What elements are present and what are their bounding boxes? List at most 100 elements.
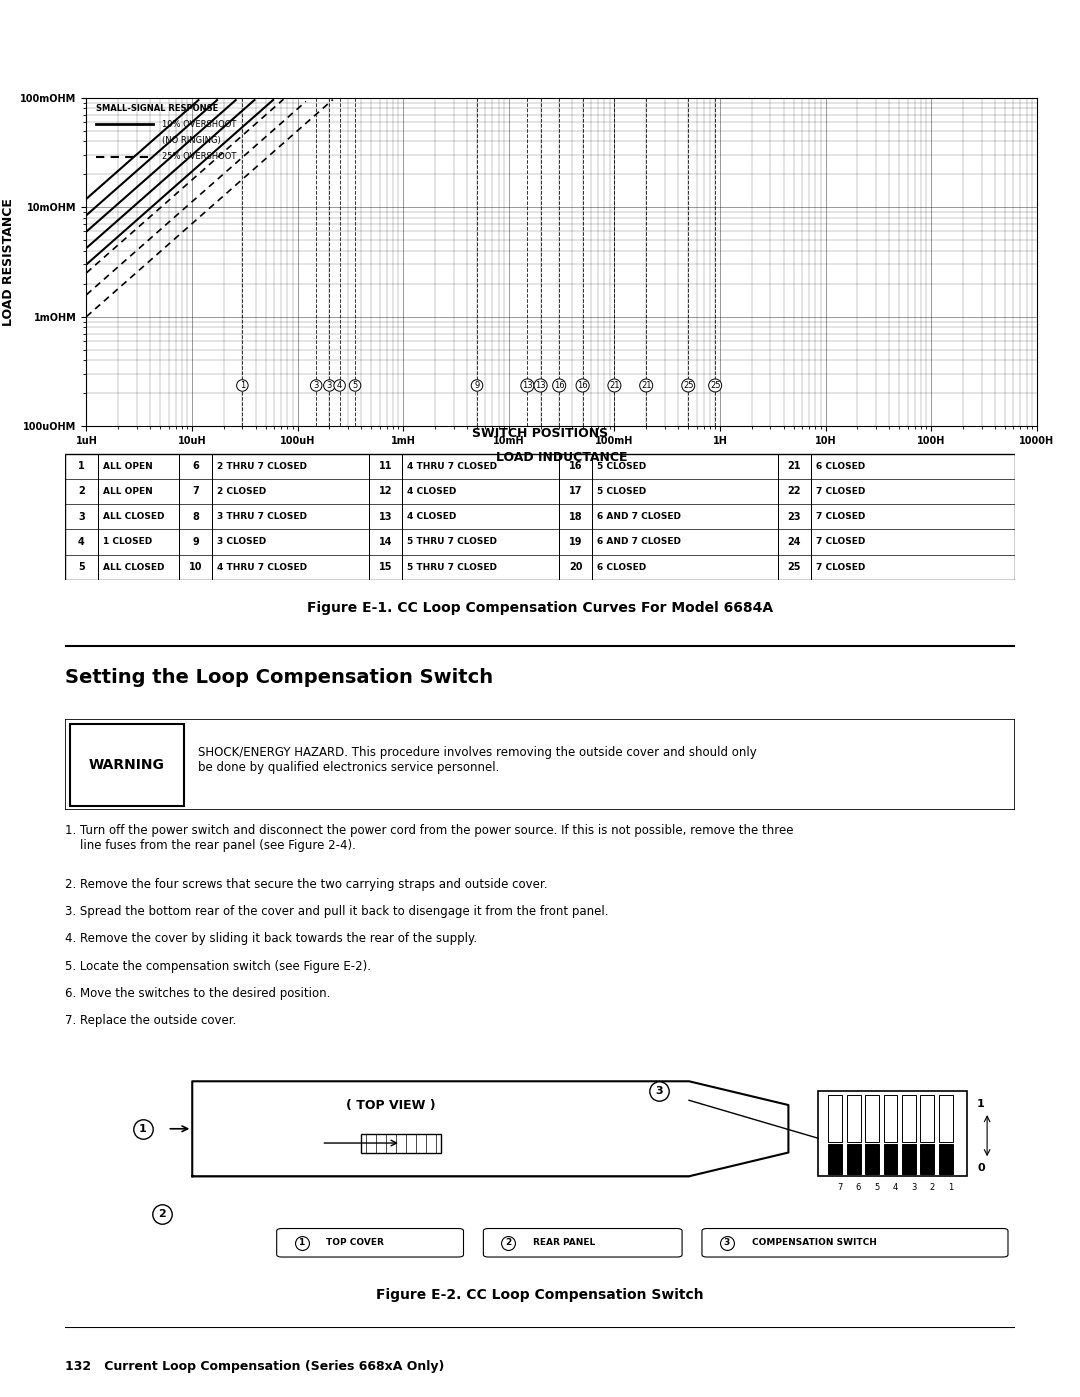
Text: 4: 4 [893, 1183, 899, 1193]
Text: Figure E-1. CC Loop Compensation Curves For Model 6684A: Figure E-1. CC Loop Compensation Curves … [307, 601, 773, 615]
Text: Setting the Loop Compensation Switch: Setting the Loop Compensation Switch [65, 668, 492, 687]
Bar [920, 1144, 934, 1173]
Text: 6. Move the switches to the desired position.: 6. Move the switches to the desired posi… [65, 986, 330, 1000]
Text: 17: 17 [569, 486, 582, 496]
Text: 13: 13 [379, 511, 392, 521]
Text: 3: 3 [724, 1238, 730, 1248]
Text: 16: 16 [578, 381, 588, 390]
Text: 1: 1 [977, 1098, 985, 1109]
Text: 2: 2 [505, 1238, 511, 1248]
Text: TOP COVER: TOP COVER [326, 1238, 384, 1248]
Text: 3: 3 [313, 381, 319, 390]
Text: ALL OPEN: ALL OPEN [103, 462, 152, 471]
Text: SMALL-SIGNAL RESPONSE: SMALL-SIGNAL RESPONSE [96, 105, 218, 113]
Y-axis label: LOAD RESISTANCE: LOAD RESISTANCE [2, 198, 15, 326]
Text: 14: 14 [379, 536, 392, 548]
Text: SWITCH POSITIONS: SWITCH POSITIONS [472, 427, 608, 440]
Bar [920, 1095, 934, 1143]
Text: 2: 2 [78, 486, 85, 496]
Text: 21: 21 [787, 461, 801, 471]
Text: 25: 25 [683, 381, 693, 390]
Text: 3 CLOSED: 3 CLOSED [217, 538, 266, 546]
Text: 5 THRU 7 CLOSED: 5 THRU 7 CLOSED [407, 538, 497, 546]
Text: 10: 10 [189, 562, 202, 573]
Bar [939, 1144, 953, 1173]
Text: 2 THRU 7 CLOSED: 2 THRU 7 CLOSED [217, 462, 307, 471]
Text: 1: 1 [240, 381, 245, 390]
Bar [819, 1091, 968, 1176]
Text: 132   Current Loop Compensation (Series 668xA Only): 132 Current Loop Compensation (Series 66… [65, 1359, 444, 1373]
Text: 5 THRU 7 CLOSED: 5 THRU 7 CLOSED [407, 563, 497, 571]
Bar [361, 1133, 441, 1153]
Text: ALL CLOSED: ALL CLOSED [103, 513, 164, 521]
Text: 6: 6 [855, 1183, 861, 1193]
Text: 3: 3 [656, 1085, 663, 1095]
Text: 13: 13 [522, 381, 532, 390]
Text: 6 AND 7 CLOSED: 6 AND 7 CLOSED [597, 538, 681, 546]
Text: 5: 5 [352, 381, 357, 390]
Text: Figure E-2. CC Loop Compensation Switch: Figure E-2. CC Loop Compensation Switch [376, 1288, 704, 1302]
Text: 16: 16 [554, 381, 565, 390]
Text: COMPENSATION SWITCH: COMPENSATION SWITCH [752, 1238, 877, 1248]
Bar [828, 1095, 842, 1143]
Text: 3. Spread the bottom rear of the cover and pull it back to disengage it from the: 3. Spread the bottom rear of the cover a… [65, 905, 608, 918]
Text: 0: 0 [977, 1162, 985, 1172]
Text: 25: 25 [710, 381, 720, 390]
Text: 1: 1 [138, 1123, 147, 1134]
Bar [939, 1095, 953, 1143]
Text: SHOCK/ENERGY HAZARD. This procedure involves removing the outside cover and shou: SHOCK/ENERGY HAZARD. This procedure invo… [198, 746, 757, 774]
Text: 1 CLOSED: 1 CLOSED [103, 538, 152, 546]
Text: 5 CLOSED: 5 CLOSED [597, 488, 646, 496]
Text: ALL OPEN: ALL OPEN [103, 488, 152, 496]
Text: 1. Turn off the power switch and disconnect the power cord from the power source: 1. Turn off the power switch and disconn… [65, 824, 794, 852]
Text: ( TOP VIEW ): ( TOP VIEW ) [347, 1098, 435, 1112]
Bar [902, 1095, 916, 1143]
Text: 4 CLOSED: 4 CLOSED [407, 488, 457, 496]
Text: 7: 7 [192, 486, 199, 496]
Text: 24: 24 [787, 536, 801, 548]
Bar [865, 1095, 879, 1143]
Text: 5: 5 [875, 1183, 879, 1193]
Text: 20: 20 [569, 562, 582, 573]
Text: 3 THRU 7 CLOSED: 3 THRU 7 CLOSED [217, 513, 307, 521]
Text: REAR PANEL: REAR PANEL [534, 1238, 595, 1248]
Text: 5. Locate the compensation switch (see Figure E-2).: 5. Locate the compensation switch (see F… [65, 960, 370, 972]
Text: 4 CLOSED: 4 CLOSED [407, 513, 457, 521]
Text: 21: 21 [640, 381, 651, 390]
Text: 4 THRU 7 CLOSED: 4 THRU 7 CLOSED [217, 563, 307, 571]
Text: 25% OVERSHOOT: 25% OVERSHOOT [162, 152, 237, 162]
Bar [828, 1144, 842, 1173]
Text: 11: 11 [379, 461, 392, 471]
Text: (NO RINGING): (NO RINGING) [162, 136, 221, 145]
Text: 1: 1 [298, 1238, 305, 1248]
Text: 25: 25 [787, 562, 801, 573]
Text: 7 CLOSED: 7 CLOSED [815, 513, 865, 521]
Text: 3: 3 [78, 511, 85, 521]
Text: 3: 3 [327, 381, 332, 390]
Text: 2 CLOSED: 2 CLOSED [217, 488, 266, 496]
Text: 6 CLOSED: 6 CLOSED [597, 563, 646, 571]
Text: 23: 23 [787, 511, 801, 521]
Text: 7 CLOSED: 7 CLOSED [815, 488, 865, 496]
Bar [902, 1144, 916, 1173]
Text: 7 CLOSED: 7 CLOSED [815, 563, 865, 571]
Text: 15: 15 [379, 562, 392, 573]
Text: 4 THRU 7 CLOSED: 4 THRU 7 CLOSED [407, 462, 497, 471]
Bar [865, 1144, 879, 1173]
Text: 2: 2 [930, 1183, 935, 1193]
Text: 18: 18 [569, 511, 582, 521]
Text: 5 CLOSED: 5 CLOSED [597, 462, 646, 471]
Text: 4: 4 [78, 536, 85, 548]
Text: 6 AND 7 CLOSED: 6 AND 7 CLOSED [597, 513, 681, 521]
Text: 6: 6 [192, 461, 199, 471]
Text: 5: 5 [78, 562, 85, 573]
Text: 1: 1 [78, 461, 85, 471]
Text: 7. Replace the outside cover.: 7. Replace the outside cover. [65, 1014, 237, 1027]
Text: 8: 8 [192, 511, 199, 521]
Text: 19: 19 [569, 536, 582, 548]
Text: 9: 9 [474, 381, 480, 390]
Text: 7: 7 [837, 1183, 842, 1193]
Text: 9: 9 [192, 536, 199, 548]
Text: 4: 4 [337, 381, 342, 390]
Bar [847, 1144, 861, 1173]
